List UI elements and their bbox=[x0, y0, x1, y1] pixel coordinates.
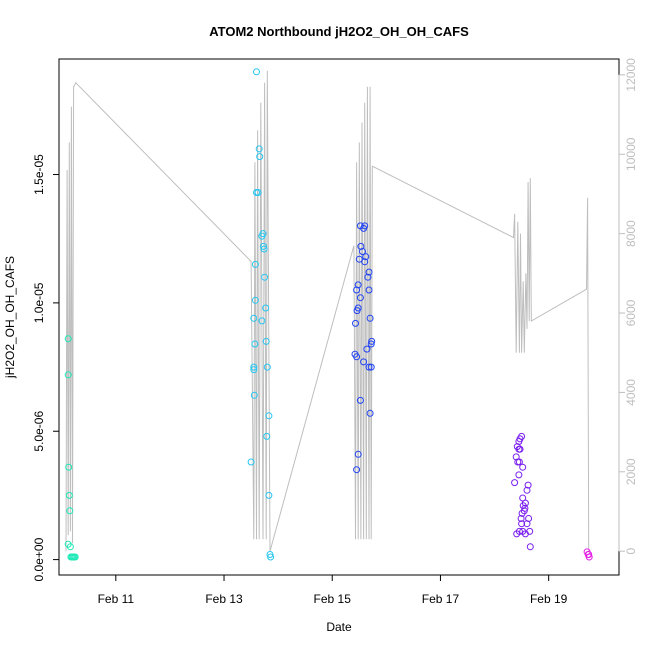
data-point bbox=[260, 242, 267, 250]
data-point bbox=[258, 317, 266, 325]
y2-tick-label: 2000 bbox=[624, 458, 638, 485]
data-point bbox=[523, 486, 531, 494]
data-point bbox=[355, 255, 363, 263]
data-point bbox=[356, 294, 364, 302]
data-point bbox=[247, 458, 255, 466]
data-point bbox=[365, 286, 373, 294]
x-tick-label: Feb 17 bbox=[422, 592, 460, 606]
data-point bbox=[263, 363, 271, 371]
plot-frame bbox=[58, 58, 620, 576]
data-point bbox=[361, 258, 369, 266]
data-point bbox=[360, 224, 368, 232]
data-point bbox=[367, 340, 375, 348]
y2-tick-label: 0 bbox=[624, 548, 638, 555]
data-point bbox=[250, 391, 258, 399]
data-points-layer bbox=[64, 68, 593, 561]
data-point bbox=[265, 412, 273, 420]
data-point bbox=[260, 245, 268, 253]
data-point bbox=[519, 527, 527, 535]
data-point bbox=[250, 363, 258, 371]
data-point bbox=[517, 515, 525, 522]
x-axis: Feb 11 Feb 13 Feb 15 Feb 17 Feb 19 bbox=[98, 574, 568, 606]
data-point bbox=[251, 340, 259, 348]
altitude-line-layer bbox=[65, 70, 590, 552]
data-point bbox=[353, 353, 361, 361]
y2-tick-label: 8000 bbox=[624, 220, 638, 247]
data-point bbox=[250, 314, 258, 322]
data-point bbox=[366, 409, 374, 417]
data-point bbox=[353, 286, 361, 294]
data-point bbox=[523, 520, 531, 528]
y-tick-label: 1.0e-05 bbox=[32, 282, 46, 323]
x-tick-label: Feb 15 bbox=[314, 592, 352, 606]
data-point bbox=[519, 463, 527, 471]
data-point bbox=[253, 68, 260, 76]
y-tick-label: 5.0e-06 bbox=[32, 411, 46, 452]
data-point bbox=[352, 319, 359, 327]
data-point bbox=[262, 304, 270, 312]
y-axis: 0.0e+00 5.0e-06 1.0e-05 1.5e-05 bbox=[32, 154, 60, 581]
data-point bbox=[255, 145, 263, 153]
x-axis-label: Date bbox=[326, 620, 352, 634]
data-point bbox=[261, 273, 269, 281]
data-point bbox=[267, 553, 275, 561]
data-point bbox=[251, 260, 259, 268]
data-point bbox=[360, 358, 368, 366]
y2-tick-label: 12000 bbox=[624, 58, 638, 92]
x-tick-label: Feb 11 bbox=[98, 592, 135, 606]
y-axis-label: jH2O2_OH_OH_CAFS bbox=[3, 256, 17, 379]
data-point bbox=[66, 543, 74, 551]
y-tick-label: 1.5e-05 bbox=[32, 154, 46, 195]
data-point bbox=[66, 507, 74, 515]
data-point bbox=[518, 520, 526, 528]
data-point bbox=[526, 543, 534, 551]
data-point bbox=[356, 396, 364, 404]
secondary-y-axis: 0 2000 4000 6000 8000 10000 12000 bbox=[618, 58, 638, 555]
y2-tick-label: 4000 bbox=[624, 379, 638, 406]
data-point bbox=[250, 366, 258, 374]
y2-tick-label: 10000 bbox=[624, 137, 638, 171]
data-point bbox=[511, 479, 519, 487]
data-point bbox=[263, 432, 271, 440]
data-point bbox=[258, 232, 266, 240]
x-tick-label: Feb 19 bbox=[530, 592, 568, 606]
data-point bbox=[353, 307, 361, 315]
data-point bbox=[365, 363, 373, 371]
y-tick-label: 0.0e+00 bbox=[32, 537, 46, 581]
data-point bbox=[354, 450, 362, 458]
data-point bbox=[515, 471, 523, 479]
y2-tick-label: 6000 bbox=[624, 299, 638, 326]
chart-title: ATOM2 Northbound jH2O2_OH_OH_CAFS bbox=[209, 24, 469, 39]
data-point bbox=[363, 345, 371, 353]
data-point bbox=[65, 491, 73, 499]
altitude-line bbox=[65, 70, 590, 552]
data-point bbox=[71, 553, 79, 561]
data-point bbox=[518, 509, 526, 517]
data-point bbox=[362, 253, 370, 261]
data-point bbox=[353, 466, 361, 474]
x-tick-label: Feb 13 bbox=[205, 592, 243, 606]
data-point bbox=[515, 445, 523, 453]
data-point bbox=[368, 337, 376, 345]
data-point bbox=[524, 481, 532, 489]
data-point bbox=[256, 153, 264, 161]
data-point bbox=[585, 553, 593, 561]
data-point bbox=[513, 530, 521, 538]
data-point bbox=[515, 458, 523, 466]
data-point bbox=[254, 189, 262, 196]
data-point bbox=[265, 491, 273, 499]
data-point bbox=[251, 296, 259, 304]
data-point bbox=[585, 551, 593, 558]
data-point bbox=[526, 527, 534, 535]
data-point bbox=[65, 463, 73, 471]
data-point bbox=[64, 371, 72, 379]
data-point bbox=[367, 363, 375, 371]
data-point bbox=[366, 314, 374, 322]
data-point bbox=[364, 273, 372, 281]
data-point bbox=[262, 337, 270, 345]
data-point bbox=[365, 268, 373, 276]
data-point bbox=[359, 248, 366, 255]
data-point bbox=[64, 335, 72, 343]
